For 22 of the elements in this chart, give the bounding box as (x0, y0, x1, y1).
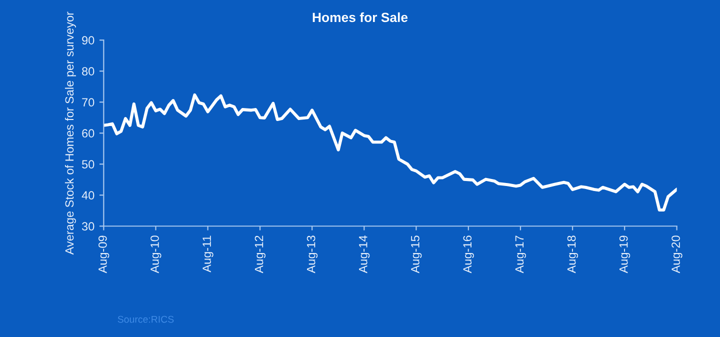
x-tick-label: Aug-20 (672, 236, 682, 274)
y-tick-label: 40 (82, 191, 94, 200)
x-tick-label: Aug-18 (567, 236, 578, 274)
x-tick-label: Aug-16 (463, 236, 474, 274)
x-tick-label: Aug-14 (359, 236, 370, 274)
y-axis-title: Average Stock of Homes for Sale per surveyor (64, 12, 76, 255)
y-tick-label: 60 (82, 129, 94, 138)
x-tick-label: Aug-13 (306, 236, 318, 274)
y-tick-label: 50 (82, 160, 94, 169)
x-tick-label: Aug-15 (411, 236, 422, 274)
chart-title: Homes for Sale (312, 12, 408, 22)
y-tick-label: 80 (82, 67, 94, 76)
line-series (104, 93, 677, 212)
x-tick-label: Aug-19 (619, 236, 630, 274)
y-tick-label: 70 (82, 98, 94, 107)
x-tick-label: Aug-17 (515, 236, 526, 274)
x-tick-label: Aug-11 (202, 236, 214, 272)
x-tick-label: Aug-12 (254, 236, 266, 274)
x-tick-label: Aug-10 (150, 236, 162, 274)
x-tick-label: Aug-09 (98, 236, 110, 274)
y-tick-label: 30 (82, 222, 94, 231)
y-tick-label: 90 (82, 36, 94, 44)
